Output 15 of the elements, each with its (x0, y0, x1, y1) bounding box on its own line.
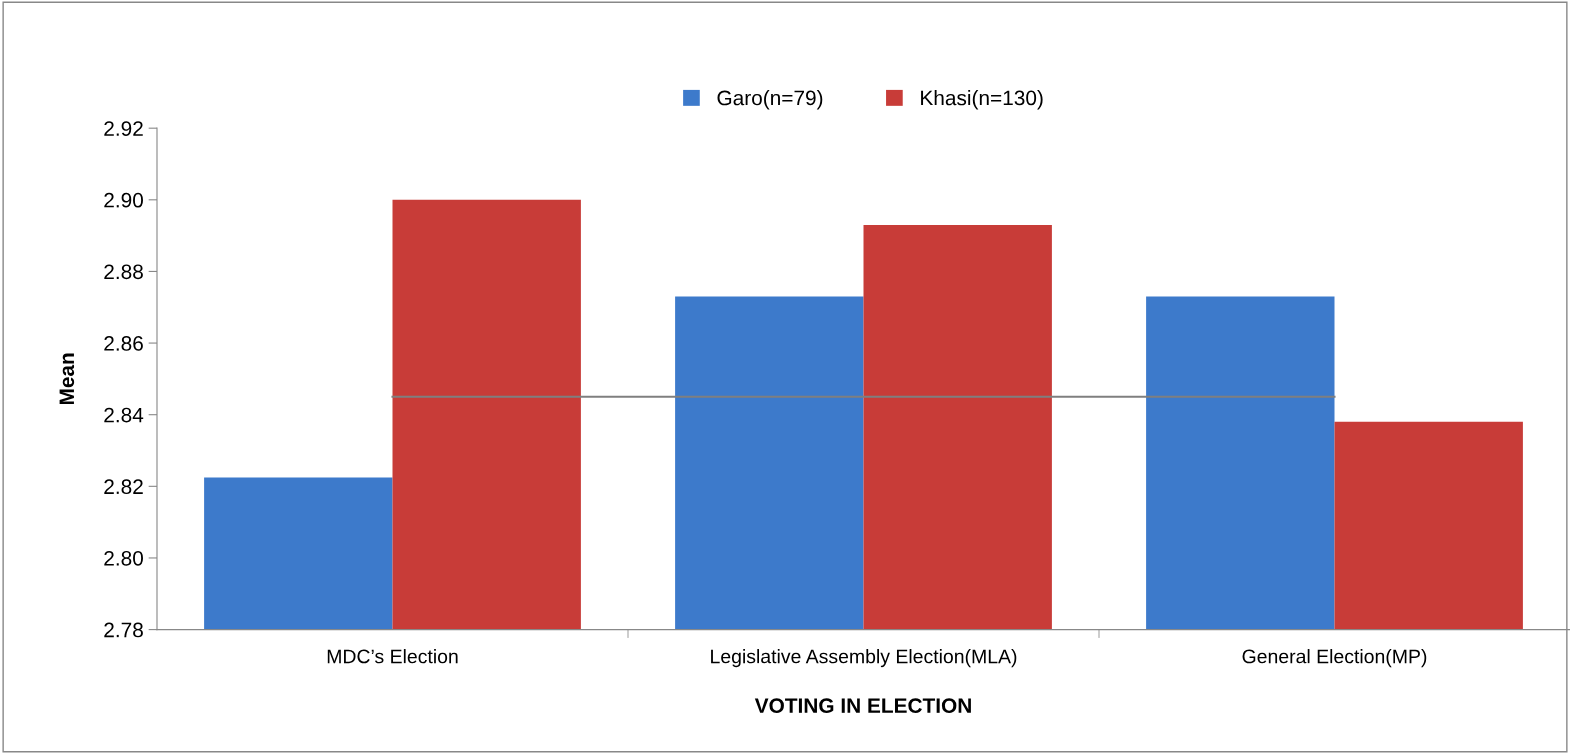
y-tick-label: 2.90 (104, 192, 143, 208)
y-tick-label: 2.88 (104, 264, 143, 280)
legend-label: Garo(n=79) (717, 90, 823, 110)
y-tick-label: 2.78 (104, 622, 143, 638)
x-tick-label: MDC’s Election (327, 649, 458, 664)
y-tick-label: 2.86 (104, 336, 143, 351)
y-tick-label: 2.82 (104, 479, 143, 495)
y-tick-label: 2.92 (104, 121, 143, 136)
x-tick-label: General Election(MP) (1242, 649, 1427, 668)
x-tick-label: Legislative Assembly Election(MLA) (711, 649, 1017, 668)
x-axis-title: VOTING IN ELECTION (754, 698, 971, 714)
y-tick-label: 2.84 (104, 407, 144, 423)
legend-label: Khasi(n=130) (921, 90, 1043, 110)
y-tick-label: 2.80 (104, 550, 143, 566)
y-axis-title: Mean (59, 353, 75, 405)
